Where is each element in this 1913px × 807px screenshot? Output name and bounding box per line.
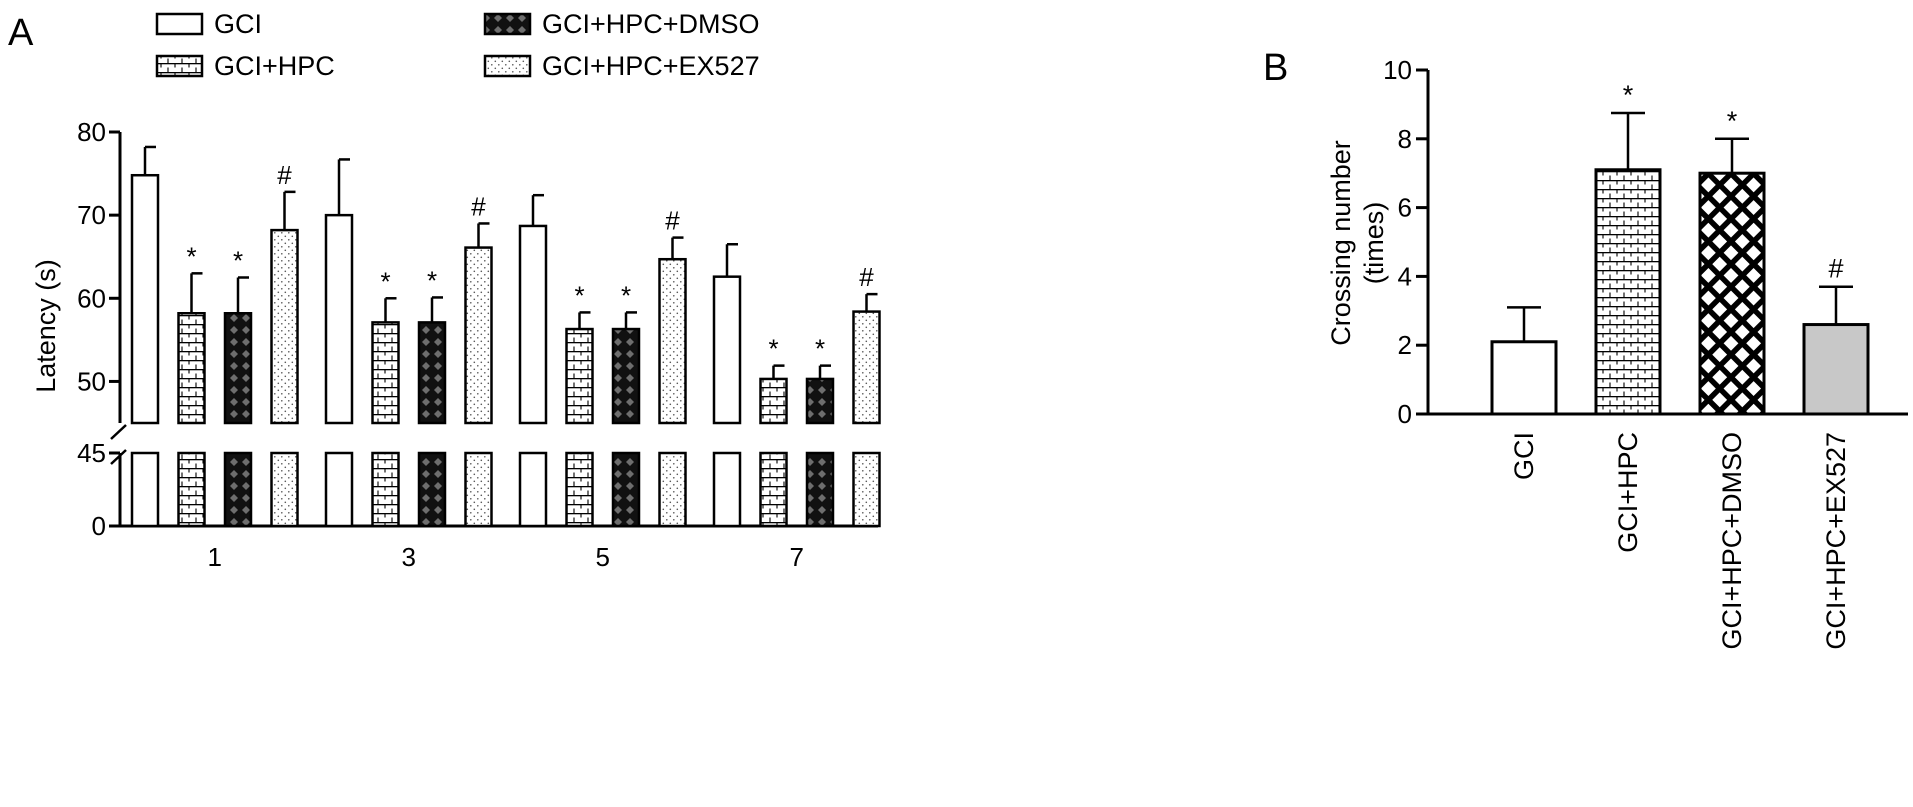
legend-label: GCI+HPC+EX527 [542, 51, 760, 81]
panel-a-bar [759, 377, 788, 425]
panel-b-y-tick-label: 8 [1398, 124, 1412, 154]
panel-a-bar-lower [464, 451, 493, 528]
panel-a-bar [518, 224, 548, 425]
panel-a-significance-mark: * [768, 334, 778, 364]
panel-a-x-tick-label: 1 [208, 542, 222, 572]
panel-b-bar [1698, 171, 1766, 416]
panel-b-x-tick-label: GCI [1509, 432, 1539, 480]
panel-a-bar [565, 327, 594, 425]
legend-swatch [483, 54, 532, 78]
panel-a-bar [611, 327, 641, 425]
panel-b-y-axis-label-line2: (times) [1359, 202, 1389, 285]
panel-a-axis-break-mark [110, 449, 127, 465]
panel-a-significance-mark: * [233, 246, 243, 276]
panel-b-y-axis-label-line1: Crossing number [1326, 140, 1356, 346]
panel-a-bar-lower [371, 451, 400, 528]
panel-a-significance-mark: # [471, 191, 486, 221]
panel-b-bar [1490, 340, 1558, 416]
panel-b-bar [1802, 323, 1870, 416]
panel-a-bars: * * # * * # * * # * * # [130, 145, 881, 528]
panel-a-bar-lower [712, 451, 742, 528]
panel-a-significance-mark: * [621, 280, 631, 310]
panel-a-bar [712, 275, 742, 425]
panel-a-legend: GCI GCI+HPC GCI+HPC+DMSO GCI+HPC+EX527 [155, 9, 760, 81]
panel-a-bar [324, 213, 354, 425]
panel-a-bar [658, 257, 687, 425]
panel-b-y-tick-label: 6 [1398, 193, 1412, 223]
panel-a-bar [805, 377, 835, 425]
panel-a-x-tick-label: 3 [402, 542, 416, 572]
panel-a-bar [852, 310, 881, 425]
legend-label: GCI [214, 9, 262, 39]
panel-a-y-tick-label: 70 [77, 200, 106, 230]
panel-a-bar [417, 321, 447, 425]
panel-a-bar [270, 228, 299, 425]
panel-a-bar [464, 246, 493, 425]
panel-a-bar [177, 312, 206, 425]
panel-b-x-tick-label: GCI+HPC+EX527 [1821, 432, 1851, 650]
panel-b-y-tick-label: 2 [1398, 330, 1412, 360]
panel-a-bar-lower [177, 451, 206, 528]
panel-a-y-tick-label: 50 [77, 366, 106, 396]
panel-a-significance-mark: * [186, 241, 196, 271]
panel-a-bar-lower [805, 451, 835, 528]
panel-b-significance-mark: * [1727, 106, 1738, 136]
legend-label: GCI+HPC+DMSO [542, 9, 760, 39]
panel-a-axis-break-mark [110, 424, 127, 440]
panel-a-bar-lower [223, 451, 253, 528]
panel-a-bar-lower [417, 451, 447, 528]
panel-a-bar-lower [565, 451, 594, 528]
panel-b-bar [1594, 168, 1662, 416]
panel-a-y-axis-label: Latency (s) [31, 259, 61, 393]
panel-a-bar-lower [759, 451, 788, 528]
panel-b-label: B [1263, 47, 1288, 89]
panel-a-bar-lower [658, 451, 687, 528]
legend-swatch [155, 12, 204, 36]
panel-a-y-tick-label: 60 [77, 283, 106, 313]
panel-a-significance-mark: # [859, 262, 874, 292]
panel-a-bar [371, 321, 400, 425]
panel-b-y-tick-label: 4 [1398, 261, 1412, 291]
panel-a-bar-lower [130, 451, 160, 528]
panel-a-bar [223, 312, 253, 425]
panel-a-x-tick-label: 7 [790, 542, 804, 572]
panel-b-y-tick-label: 10 [1383, 55, 1412, 85]
panel-b-y-tick-label: 0 [1398, 399, 1412, 429]
panel-a-significance-mark: * [815, 334, 825, 364]
panel-a-x-tick-label: 5 [596, 542, 610, 572]
legend-swatch [155, 54, 204, 78]
panel-a-bar-lower [324, 451, 354, 528]
panel-b-bars: * * # [1490, 80, 1870, 416]
panel-b-significance-mark: # [1828, 254, 1843, 284]
legend-label: GCI+HPC [214, 51, 335, 81]
panel-b-axes: 0 2 4 6 8 10 GCI GCI+HPC GCI+HPC+DMSO GCI+HPC+EX5… [1383, 55, 1908, 650]
panel-a-bar-lower [270, 451, 299, 528]
panel-a-significance-mark: * [574, 280, 584, 310]
panel-b-x-tick-label: GCI+HPC+DMSO [1717, 432, 1747, 650]
panel-a-y-tick-label: 0 [92, 511, 106, 541]
panel-a-bar-lower [852, 451, 881, 528]
panel-a-significance-mark: # [665, 206, 680, 236]
legend-swatch [483, 12, 532, 36]
panel-b-significance-mark: * [1623, 80, 1634, 110]
panel-a-y-tick-label: 80 [77, 117, 106, 147]
panel-a-significance-mark: * [380, 266, 390, 296]
panel-a-bar-lower [611, 451, 641, 528]
panel-a-bar [130, 173, 160, 425]
panel-a-significance-mark: * [427, 265, 437, 295]
panel-b-x-tick-label: GCI+HPC [1613, 432, 1643, 553]
panel-a-significance-mark: # [277, 160, 292, 190]
panel-a-label: A [8, 12, 34, 54]
panel-a-y-tick-label: 45 [77, 438, 106, 468]
panel-a-bar-lower [518, 451, 548, 528]
panel-b-chart: 0 2 4 6 8 10 GCI GCI+HPC GCI+HPC+DMSO GCI+HPC+EX5… [1326, 55, 1908, 650]
